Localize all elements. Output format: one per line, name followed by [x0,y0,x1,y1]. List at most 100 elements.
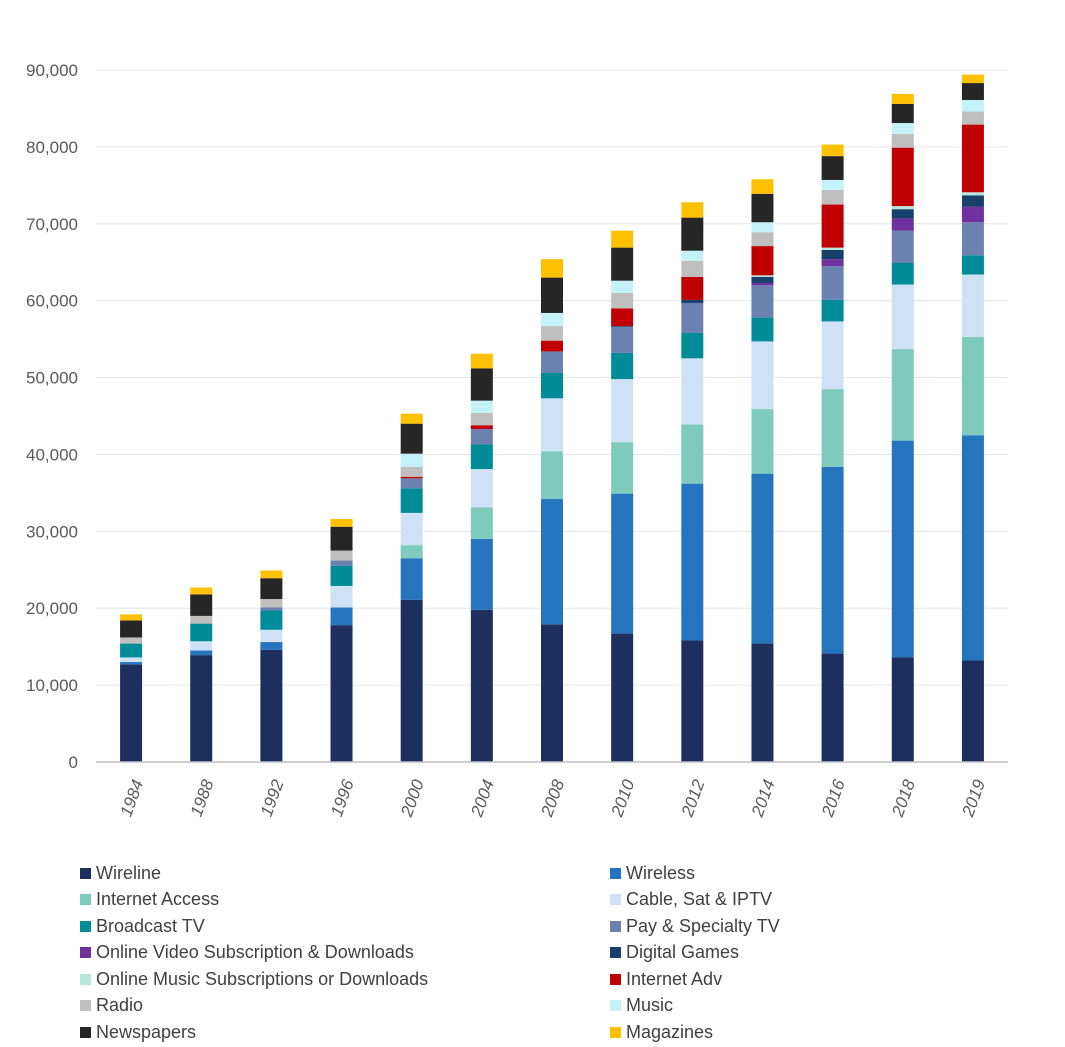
bar-segment [891,349,914,441]
bar-segment [470,539,493,610]
legend: Wireline Wireless Internet Access Cable, Sa… [80,860,1040,1045]
bar-segment [891,93,914,104]
y-tick-label: 40,000 [26,445,78,464]
bar-segment [260,598,283,608]
bar-segment [330,585,353,608]
legend-swatch [610,1000,621,1011]
y-axis-tick-labels: 0 10,000 20,000 30,000 40,000 50,000 60,000 70,… [26,61,78,772]
bar-segment [190,594,213,616]
bar-segment [821,653,844,762]
bar-segment [751,246,774,276]
legend-item: Radio [80,993,143,1019]
bar-segment [891,262,914,285]
bar-segment [400,478,423,489]
bar-segment [751,341,774,410]
legend-swatch [610,973,621,985]
bar-segment [330,607,353,626]
x-tick-label: 2008 [537,777,568,820]
bar-stack-1996 [330,519,353,762]
bar-segment [681,250,704,261]
y-tick-label: 70,000 [26,215,78,234]
bar-segment [541,340,563,352]
bar-segment [961,222,984,256]
bar-segment [751,179,774,194]
y-tick-label: 80,000 [26,138,78,157]
bar-segment [821,321,844,390]
bar-stack-1992 [260,570,283,762]
bar-segment [821,259,844,267]
bar-segment [470,412,493,426]
legend-label: Online Video Subscription & Downloads [96,942,414,962]
bar-segment [681,217,704,251]
bar-segment [681,276,704,300]
bar-segment [961,111,984,125]
legend-swatch [80,947,91,958]
bar-segment [330,560,353,566]
bar-stack-2000 [400,413,423,762]
bar-segment [611,308,634,327]
legend-label: Cable, Sat & IPTV [626,889,773,909]
bar-segment [470,425,493,430]
bar-segment [821,189,844,205]
y-tick-label: 10,000 [26,676,78,695]
y-tick-label: 30,000 [26,522,78,541]
bar-segment [400,423,423,454]
x-tick-label: 2014 [748,777,779,820]
bar-segment [891,133,914,148]
x-tick-label: 2016 [818,777,849,820]
bar-segment [190,650,213,656]
bar-segment [751,275,774,277]
bar-segment [751,193,774,223]
legend-swatch [80,867,91,879]
bar-segment [681,358,704,425]
stacked-bar-chart: 0 10,000 20,000 30,000 40,000 50,000 60,000 70,… [26,61,1008,820]
bar-segment [821,247,844,250]
bar-stack-2004 [470,353,493,762]
bar-segment [120,614,143,621]
bar-segment [400,488,423,513]
bar-segment [260,649,283,762]
legend-label: Broadcast TV [96,915,205,936]
bar-segment [821,204,844,248]
bar-segment [611,442,634,494]
bar-segment [821,389,844,467]
x-tick-label: 2019 [958,777,989,820]
bar-segment [190,587,213,595]
bar-segment [961,336,984,436]
bar-segment [611,292,634,309]
bar-stack-1988 [190,587,213,762]
bar-segment [470,400,493,413]
bar-segment [400,413,423,424]
bar-stack-2016 [821,144,844,762]
bar-segment [541,326,563,341]
legend-item: Newspapers [80,1019,196,1045]
legend-swatch [80,894,91,905]
bars [120,74,984,762]
bar-segment [190,615,213,624]
bar-segment [330,565,353,586]
bar-segment [190,655,213,762]
bar-segment [611,326,634,327]
y-tick-label: 60,000 [26,292,78,311]
legend-item: Wireless [610,860,695,886]
bar-segment [891,123,914,134]
legend-label: Internet Adv [626,968,723,989]
legend-label: Newspapers [96,1021,197,1042]
legend-swatch [610,894,621,905]
x-tick-label: 2010 [607,777,638,820]
bar-segment [681,640,704,762]
bar-segment [470,444,493,470]
bar-segment [470,368,493,401]
bar-segment [751,317,774,342]
legend-item: Cable, Sat & IPTV [610,887,772,913]
bar-segment [260,642,283,650]
bar-segment [891,103,914,124]
legend-label: Radio [96,995,144,1015]
bar-segment [751,643,774,762]
bar-segment [681,299,704,303]
legend-label: Magazines [626,1021,714,1042]
legend-item: Pay & Specialty TV [610,913,780,939]
bar-segment [120,664,143,762]
bar-segment [961,255,984,275]
legend-swatch [80,1026,91,1038]
